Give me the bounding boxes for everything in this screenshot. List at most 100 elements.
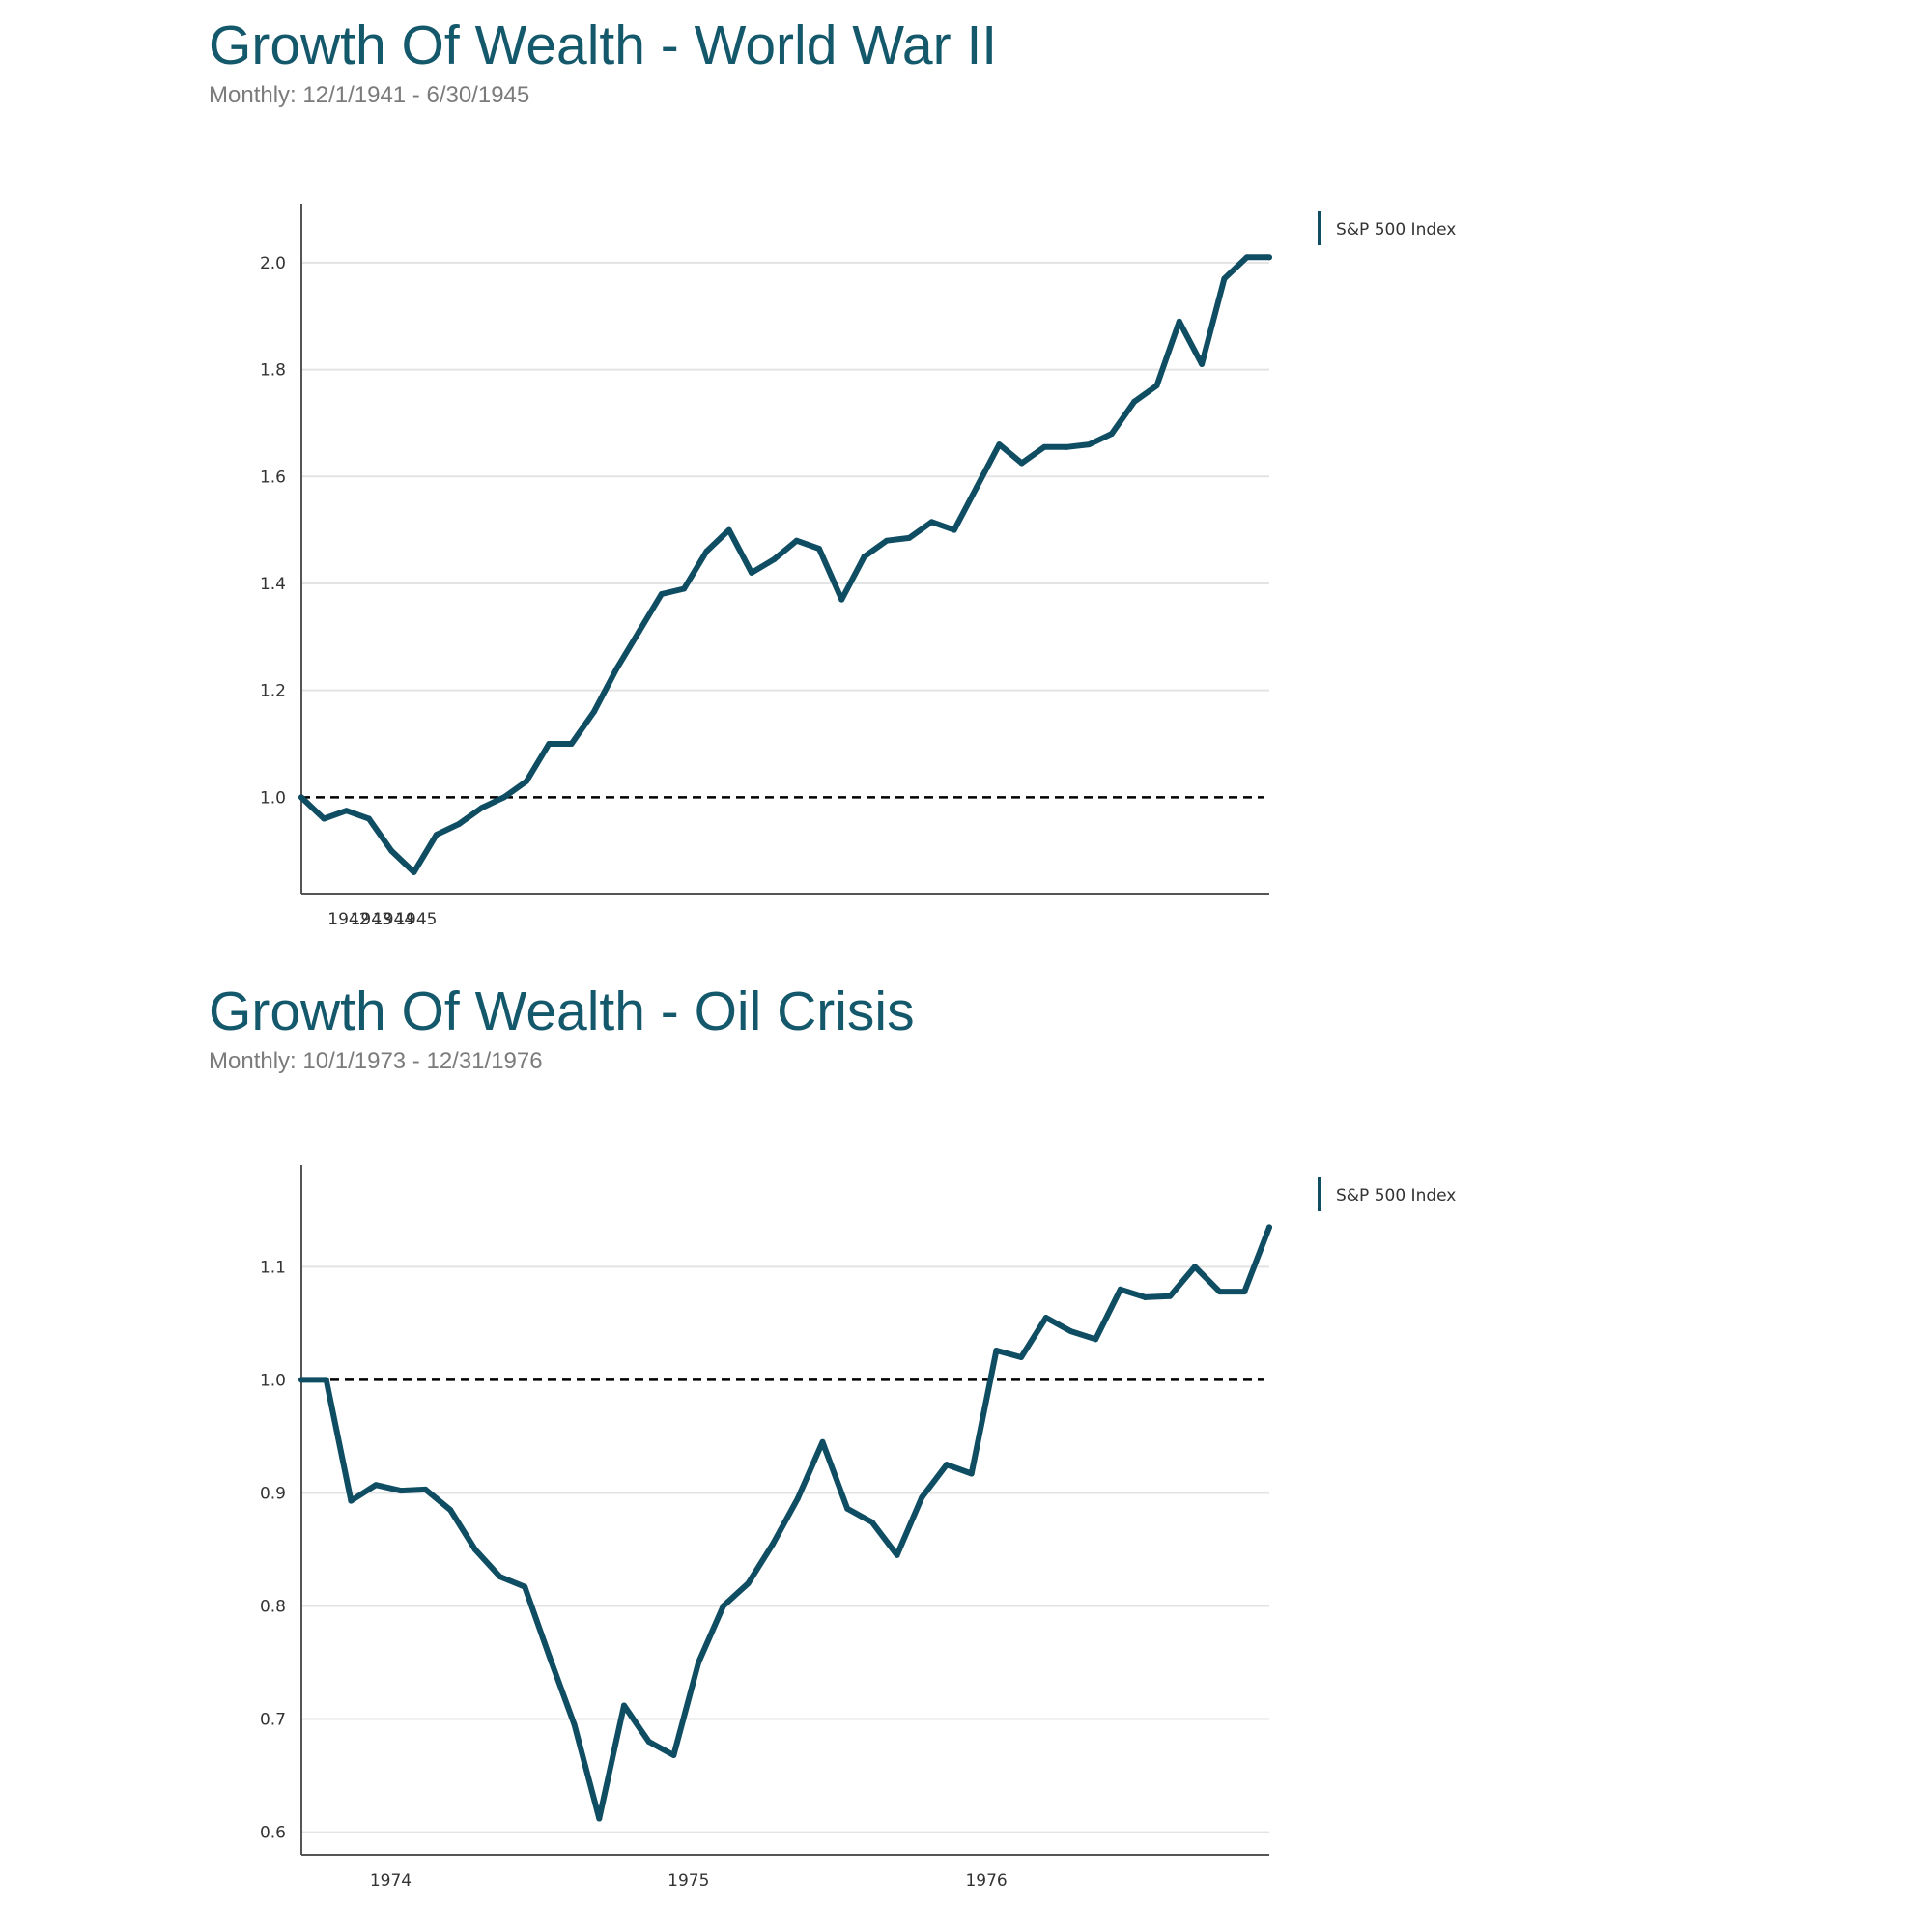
y-tick-label: 2.0 xyxy=(260,254,286,273)
x-tick-label: 1976 xyxy=(965,1871,1007,1890)
data-point xyxy=(771,556,778,563)
data-point xyxy=(571,1721,578,1728)
x-tick-label: 1975 xyxy=(668,1871,709,1890)
y-tick-label: 1.6 xyxy=(260,468,286,487)
data-point xyxy=(422,1486,429,1492)
line-chart-oil-crisis: 0.6 0.7 0.8 0.9 1.0 1.1 1974 1975 1976 S&P 500 In… xyxy=(260,1165,1456,1890)
y-tick-label: 0.9 xyxy=(260,1484,286,1503)
data-point xyxy=(613,666,620,672)
data-point xyxy=(1266,254,1272,261)
data-point xyxy=(1064,443,1070,450)
data-point xyxy=(1131,398,1138,405)
series-line xyxy=(298,1224,1272,1822)
data-point xyxy=(725,526,732,533)
legend-label: S&P 500 Index xyxy=(1336,220,1456,240)
data-point xyxy=(596,1815,603,1822)
data-point xyxy=(670,1751,677,1758)
y-tick-label: 0.8 xyxy=(260,1597,286,1616)
y-tick-label: 0.7 xyxy=(260,1711,286,1730)
data-point xyxy=(411,868,417,875)
x-tick-label: 1943 xyxy=(351,910,392,929)
data-point xyxy=(1018,1353,1025,1360)
data-point xyxy=(894,1551,900,1558)
data-point xyxy=(1191,1264,1198,1270)
data-point xyxy=(636,628,642,635)
data-point xyxy=(745,1580,752,1587)
data-point xyxy=(645,1738,652,1745)
y-tick-label: 1.2 xyxy=(260,682,286,701)
data-point xyxy=(546,1654,553,1661)
data-point xyxy=(819,1438,826,1445)
data-point xyxy=(844,1505,851,1512)
data-point xyxy=(500,794,507,801)
data-point xyxy=(323,1377,329,1383)
y-tick-label: 1.8 xyxy=(260,361,286,381)
data-point xyxy=(749,569,755,576)
data-point xyxy=(919,1494,925,1501)
data-point xyxy=(1216,1289,1223,1295)
data-point xyxy=(1108,431,1115,437)
data-point xyxy=(590,708,597,715)
x-tick-label: 1944 xyxy=(373,910,414,929)
data-point xyxy=(447,1507,454,1513)
data-point xyxy=(1086,441,1093,448)
data-point xyxy=(1221,275,1228,282)
y-tick-label: 0.6 xyxy=(260,1824,286,1843)
data-point xyxy=(298,1377,304,1383)
data-point xyxy=(478,805,485,811)
data-point xyxy=(1153,383,1160,389)
data-point xyxy=(974,484,980,491)
data-point xyxy=(1142,1293,1149,1300)
data-point xyxy=(1042,1315,1049,1321)
data-point xyxy=(993,1347,1000,1353)
data-point xyxy=(793,537,800,544)
data-point xyxy=(497,1574,503,1580)
data-point xyxy=(1093,1336,1099,1343)
chart-title: Growth Of Wealth - Oil Crisis xyxy=(209,980,915,1042)
data-point xyxy=(696,1660,702,1666)
data-point xyxy=(1243,254,1250,261)
data-point xyxy=(838,596,845,603)
data-point xyxy=(568,741,575,748)
data-point xyxy=(388,847,395,854)
data-point xyxy=(906,534,913,541)
data-point xyxy=(365,815,372,822)
y-tick-label: 1.1 xyxy=(260,1258,286,1277)
data-point xyxy=(522,1583,528,1590)
series-line xyxy=(298,254,1272,875)
x-tick-label: 1945 xyxy=(395,910,437,929)
data-point xyxy=(944,1462,950,1468)
data-point xyxy=(681,585,688,592)
data-point xyxy=(298,794,304,801)
data-point xyxy=(471,1546,478,1552)
data-point xyxy=(868,1519,875,1525)
data-point xyxy=(815,546,822,552)
chart-subtitle: Monthly: 10/1/1973 - 12/31/1976 xyxy=(209,1048,543,1074)
data-point xyxy=(1040,443,1047,450)
data-point xyxy=(703,548,710,554)
data-point xyxy=(343,808,350,814)
x-tick-label: 1942 xyxy=(327,910,369,929)
data-point xyxy=(1167,1293,1174,1299)
y-tick-label: 1.0 xyxy=(260,1371,286,1390)
data-point xyxy=(1018,460,1025,467)
data-point xyxy=(1117,1286,1123,1293)
chart-title: Growth Of Wealth - World War II xyxy=(209,14,998,76)
data-point xyxy=(321,815,327,822)
chart-panel-wwii: Growth Of Wealth - World War II Monthly:… xyxy=(209,14,1456,929)
data-point xyxy=(1199,361,1206,368)
data-point xyxy=(373,1482,380,1489)
data-point xyxy=(861,554,867,560)
y-tick-label: 1.4 xyxy=(260,575,286,594)
data-point xyxy=(883,537,890,544)
data-point xyxy=(456,821,463,828)
data-point xyxy=(1241,1289,1248,1295)
chart-panel-oil-crisis: Growth Of Wealth - Oil Crisis Monthly: 1… xyxy=(0,966,1932,1932)
data-point xyxy=(951,526,957,533)
data-point xyxy=(397,1488,404,1494)
legend-label: S&P 500 Index xyxy=(1336,1186,1456,1206)
data-point xyxy=(524,778,530,784)
data-point xyxy=(546,741,553,748)
y-tick-label: 1.0 xyxy=(260,788,286,808)
